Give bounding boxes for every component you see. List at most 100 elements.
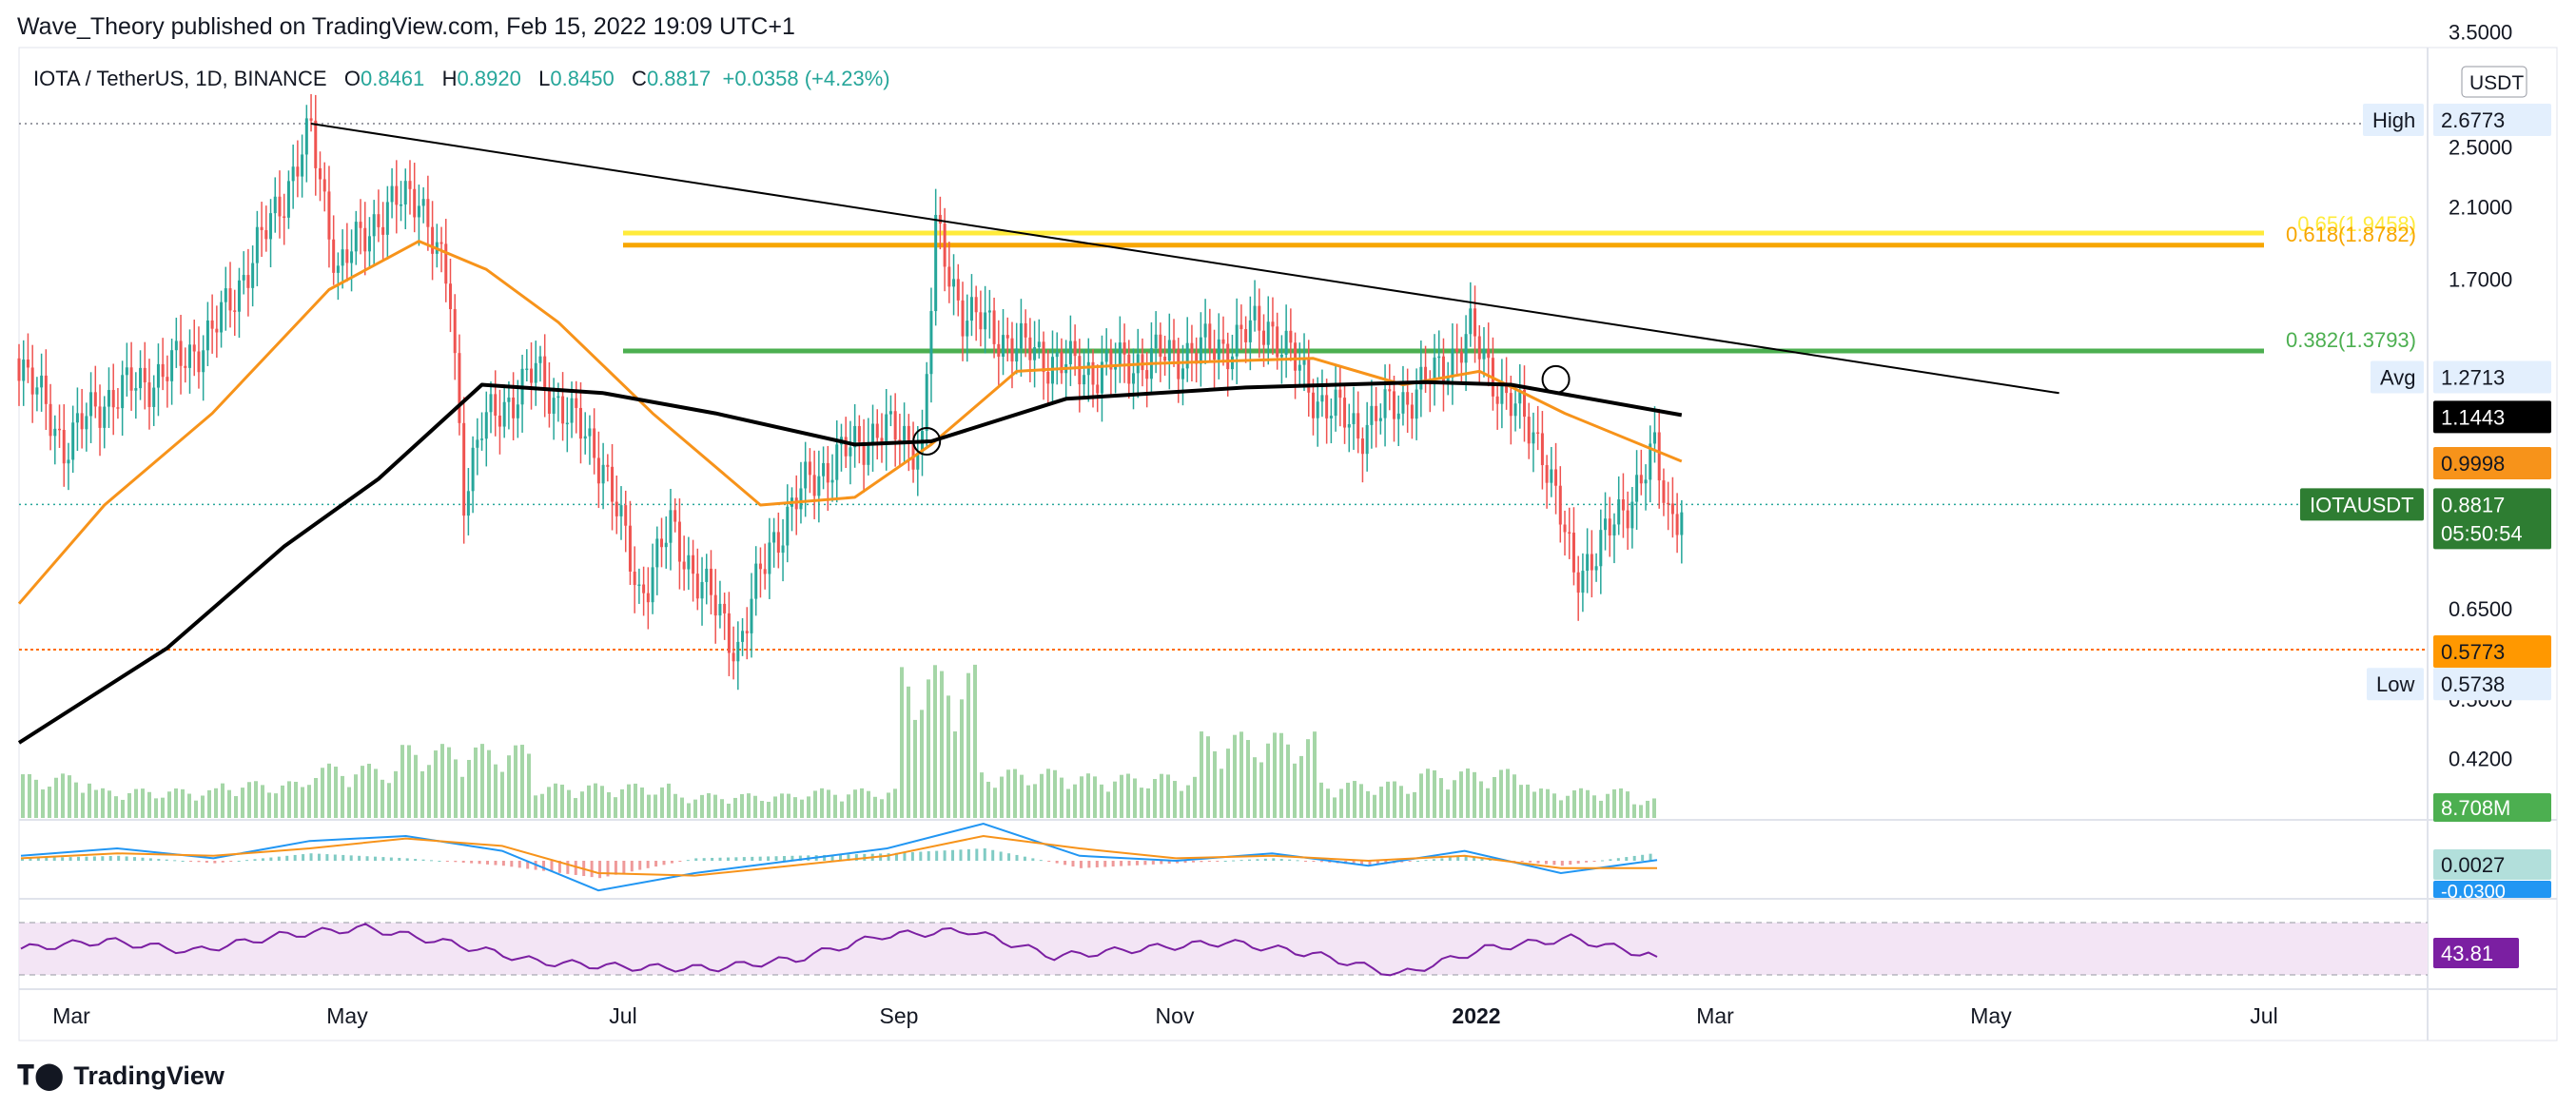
macd-histogram-bar <box>1400 861 1404 863</box>
macd-histogram-bar <box>1200 861 1203 863</box>
candle-body <box>799 488 803 510</box>
macd-histogram-bar <box>1288 859 1292 861</box>
candle-body <box>713 594 717 616</box>
candle-body <box>1181 368 1184 379</box>
volume-bar <box>520 745 524 818</box>
volume-bar <box>61 773 65 818</box>
macd-histogram-bar <box>494 861 498 866</box>
currency-label: USDT <box>2469 72 2524 94</box>
candle-body <box>1536 432 1540 435</box>
volume-bar <box>1046 769 1050 818</box>
candle-body <box>1208 323 1212 349</box>
candle-body <box>291 166 295 182</box>
candle-body <box>1109 349 1113 370</box>
candle-body <box>1670 503 1674 515</box>
volume-bar <box>74 782 78 818</box>
published-header: Wave_Theory published on TradingView.com… <box>17 13 795 40</box>
volume-bar <box>1473 771 1476 818</box>
volume-bar <box>1060 777 1064 818</box>
symbol-value-label: 0.8817 <box>2441 493 2505 516</box>
volume-bar <box>1426 769 1430 818</box>
candle-body <box>786 506 790 546</box>
candle-body <box>480 438 484 440</box>
volume-bar <box>1512 774 1516 818</box>
candle-body <box>1190 342 1194 354</box>
symbol-name[interactable]: IOTA / TetherUS, 1D, BINANCE <box>33 67 327 90</box>
candle-body <box>812 475 816 496</box>
macd-histogram-bar <box>1641 854 1645 861</box>
macd-histogram-bar <box>919 851 923 861</box>
candle-body <box>116 407 120 409</box>
candle-body <box>1037 341 1041 348</box>
volume-bar <box>1259 762 1263 818</box>
candle-body <box>570 398 574 423</box>
volume-bar <box>187 793 191 818</box>
candle-body <box>565 422 569 425</box>
macd-histogram-bar <box>101 856 105 861</box>
volume-bar <box>1373 794 1376 818</box>
volume-bar <box>114 796 118 818</box>
macd-histogram-bar <box>654 861 658 867</box>
volume-bar <box>361 766 364 818</box>
volume-bar <box>540 793 544 818</box>
candle-body <box>1451 348 1454 379</box>
candle-body <box>1649 443 1652 480</box>
brand-footer[interactable]: 𝐓⬤ TradingView <box>17 1060 224 1092</box>
macd-histogram-bar <box>1609 859 1612 861</box>
volume-bar <box>1020 774 1024 818</box>
volume-bar <box>214 788 218 818</box>
macd-histogram-bar <box>1592 861 1596 862</box>
volume-bar <box>354 774 358 818</box>
macd-histogram-bar <box>358 855 361 861</box>
candle-body <box>692 554 695 574</box>
macd-histogram-bar <box>774 856 778 861</box>
candle-body <box>1568 532 1571 534</box>
candle-body <box>1091 361 1095 385</box>
candle-body <box>476 439 479 448</box>
macd-histogram-bar <box>405 858 409 861</box>
candle-body <box>431 226 435 254</box>
macd-histogram-bar <box>711 857 714 861</box>
candle-body <box>1100 361 1103 394</box>
candle-body <box>1424 366 1428 382</box>
candle-body <box>1393 391 1396 419</box>
high-value: 0.8920 <box>457 67 521 90</box>
tradingview-logo-icon: 𝐓⬤ <box>17 1060 65 1090</box>
candle-body <box>754 563 758 599</box>
candle-body <box>601 464 605 484</box>
volume-bar <box>1519 785 1523 818</box>
macd-histogram-bar <box>1095 861 1099 867</box>
candle-body <box>943 224 946 267</box>
candle-body <box>907 425 910 443</box>
macd-histogram-bar <box>133 857 137 861</box>
macd-histogram-bar <box>1585 861 1589 863</box>
volume-bar <box>554 783 557 818</box>
candle-body <box>408 181 412 189</box>
macd-histogram-bar <box>1127 861 1131 866</box>
high-tag-box <box>2363 104 2424 136</box>
volume-bar <box>1286 744 1290 818</box>
candle-body <box>624 505 628 526</box>
volume-bar <box>873 796 877 818</box>
open-value: 0.8461 <box>360 67 425 90</box>
volume-bar <box>440 744 444 818</box>
volume-bar <box>1140 788 1143 818</box>
macd-histogram-bar <box>125 856 128 861</box>
ma200-value-box <box>2433 400 2551 434</box>
candle-body <box>1055 352 1059 358</box>
macd-histogram-bar <box>148 858 152 861</box>
macd-histogram-bar <box>261 858 264 861</box>
candle-body <box>969 297 973 321</box>
symbol-legend: IOTA / TetherUS, 1D, BINANCE O0.8461 H0.… <box>33 67 890 91</box>
low-label: L <box>538 67 551 90</box>
volume-bar <box>1353 781 1356 818</box>
candle-body <box>1352 413 1356 424</box>
candle-body <box>139 367 143 389</box>
volume-value-box <box>2433 793 2551 822</box>
volume-bar <box>607 791 611 818</box>
volume-bar <box>194 800 198 818</box>
candle-body <box>888 411 892 415</box>
candle-body <box>1078 356 1082 385</box>
volume-bar <box>81 792 85 818</box>
